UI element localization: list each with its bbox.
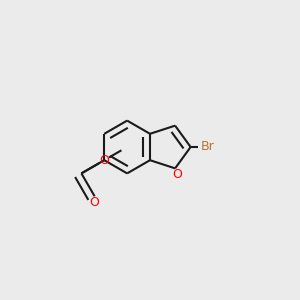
Text: Br: Br [201,140,214,154]
Text: O: O [90,196,100,209]
Text: O: O [172,168,182,181]
Text: O: O [99,154,109,167]
